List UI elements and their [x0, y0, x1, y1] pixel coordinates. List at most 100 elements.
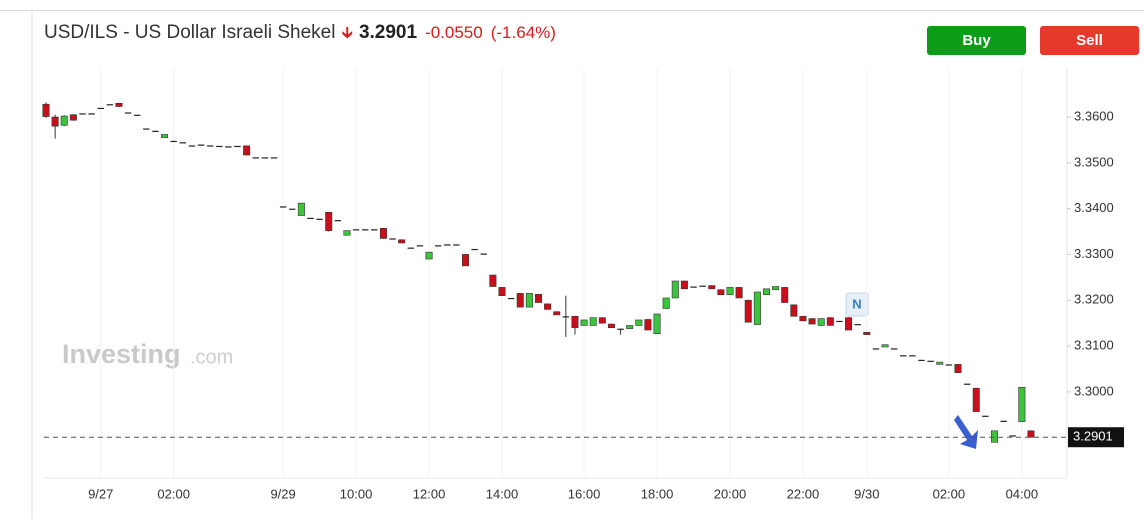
candle-body	[690, 286, 697, 288]
candle-body	[188, 145, 196, 147]
candle-body	[124, 112, 132, 114]
candle-body	[234, 145, 241, 148]
quote-header: USD/ILS - US Dollar Israeli Shekel 🡳 3.2…	[44, 22, 564, 49]
candle-body	[462, 254, 470, 267]
candle-body	[881, 344, 889, 348]
x-tick-label: 9/29	[270, 486, 295, 501]
y-tick-label: 3.3000	[1074, 383, 1114, 398]
candle-body	[644, 319, 652, 331]
candle-body	[735, 287, 743, 299]
change-percent: (-1.64%)	[490, 23, 556, 42]
candle-body	[580, 319, 588, 326]
last-price-label: 3.2901	[1073, 429, 1113, 444]
candle-body	[635, 319, 643, 326]
candle-body	[79, 113, 86, 115]
change: -0.0550	[425, 23, 483, 42]
down-arrow: 🡳	[341, 25, 353, 42]
candle-body	[243, 145, 251, 156]
candle-body	[963, 383, 971, 385]
candle-body	[1027, 430, 1035, 438]
candle-body	[507, 297, 515, 300]
candle-body	[699, 285, 706, 287]
candle-body	[1009, 435, 1016, 437]
x-tick-label: 12:00	[413, 486, 446, 501]
candle-body	[88, 113, 95, 115]
candle-body	[918, 359, 925, 362]
candle-body	[106, 104, 114, 106]
candle-body	[626, 325, 634, 329]
candle-body	[179, 142, 186, 144]
candle-body	[1018, 386, 1026, 422]
candle-body	[762, 288, 770, 296]
candle-body	[252, 157, 259, 159]
x-tick-label: 04:00	[1006, 486, 1039, 501]
candle-body	[909, 355, 916, 357]
y-tick-label: 3.3500	[1074, 154, 1114, 169]
x-tick-label: 18:00	[641, 486, 674, 501]
candle-body	[343, 230, 351, 236]
candle-body	[152, 130, 159, 132]
x-tick-label: 9/30	[854, 486, 879, 501]
candle-body	[444, 244, 451, 246]
candle-body	[863, 332, 871, 335]
candle-body	[516, 293, 524, 308]
x-tick-label: 22:00	[787, 486, 820, 501]
candle-body	[936, 361, 944, 365]
candle-body	[808, 318, 816, 325]
candle-body	[589, 317, 597, 326]
candle-body	[854, 324, 861, 326]
candle-body	[206, 145, 214, 147]
news-badge-label: N	[852, 296, 861, 311]
x-tick-label: 16:00	[568, 486, 601, 501]
candle-body	[544, 303, 552, 310]
candle-body	[708, 285, 716, 290]
candle-body	[534, 294, 542, 303]
sell-button[interactable]: Sell	[1040, 26, 1139, 55]
candle-body	[826, 317, 834, 326]
last-price-box	[1068, 427, 1124, 448]
candle-body	[134, 114, 141, 116]
candle-body	[1000, 420, 1007, 422]
candle-body	[379, 228, 387, 239]
candle-body	[289, 208, 296, 210]
x-tick-label: 02:00	[933, 486, 966, 501]
candle-body	[362, 229, 369, 231]
y-tick-label: 3.3400	[1074, 200, 1114, 215]
candle-body	[434, 245, 442, 247]
candle-body	[845, 317, 853, 331]
x-tick-label: 02:00	[157, 486, 190, 501]
candle-body	[416, 245, 424, 247]
candle-body	[216, 145, 223, 148]
candle-body	[553, 311, 561, 316]
candle-body	[982, 415, 989, 417]
candle-body	[398, 239, 406, 244]
news-badge[interactable]	[845, 292, 869, 317]
x-tick-label: 9/27	[88, 486, 113, 501]
candle-body	[662, 297, 670, 309]
candle-body	[316, 218, 323, 220]
buy-button[interactable]: Buy	[927, 26, 1026, 55]
candle-body	[170, 140, 177, 143]
y-tick-label: 3.3100	[1074, 338, 1114, 353]
price: 3.2901	[358, 22, 418, 43]
candle-body	[498, 287, 506, 296]
candle-body	[161, 134, 169, 138]
candle-body	[954, 364, 962, 373]
candle-body	[325, 212, 333, 231]
candle-body	[790, 304, 798, 317]
candle-body	[872, 348, 880, 350]
candle-body	[753, 291, 761, 325]
candle-body	[425, 251, 433, 260]
instrument-title: USD/ILS - US Dollar Israeli Shekel	[44, 22, 336, 43]
candle-body	[990, 430, 998, 443]
candle-body	[480, 253, 487, 255]
candle-body	[42, 103, 50, 117]
candle-body	[927, 360, 934, 362]
candle-body	[900, 355, 907, 357]
candle-body	[115, 102, 123, 107]
candle-body	[598, 317, 606, 324]
candle-body	[197, 144, 205, 146]
candle-body	[297, 202, 305, 216]
candle-body	[143, 128, 150, 130]
